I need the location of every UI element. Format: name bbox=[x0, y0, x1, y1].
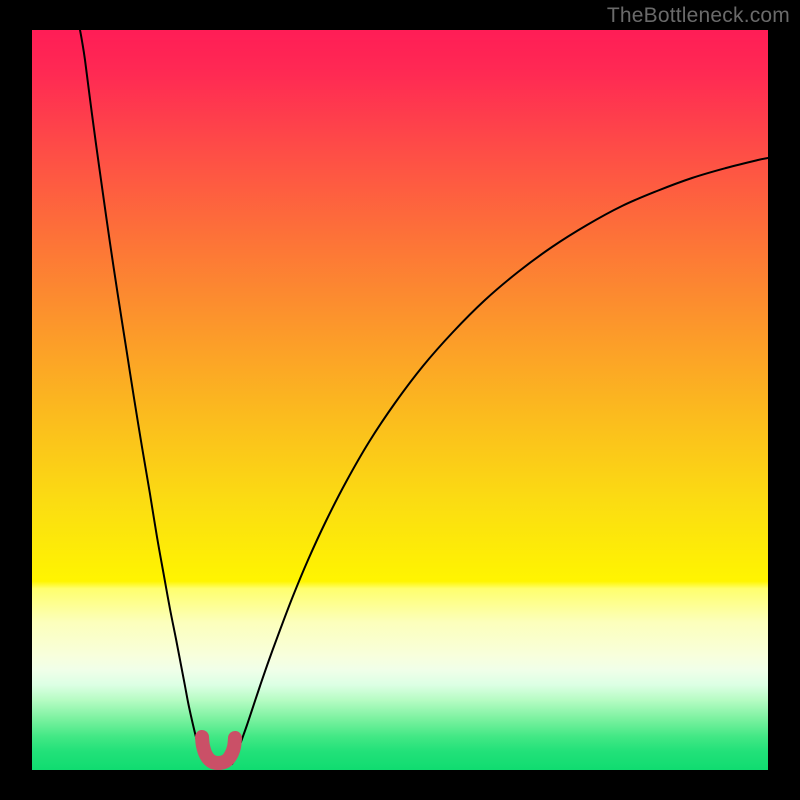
gradient-background bbox=[32, 30, 768, 770]
bottleneck-chart bbox=[0, 0, 800, 800]
watermark-text: TheBottleneck.com bbox=[607, 4, 790, 28]
chart-stage: TheBottleneck.com bbox=[0, 0, 800, 800]
